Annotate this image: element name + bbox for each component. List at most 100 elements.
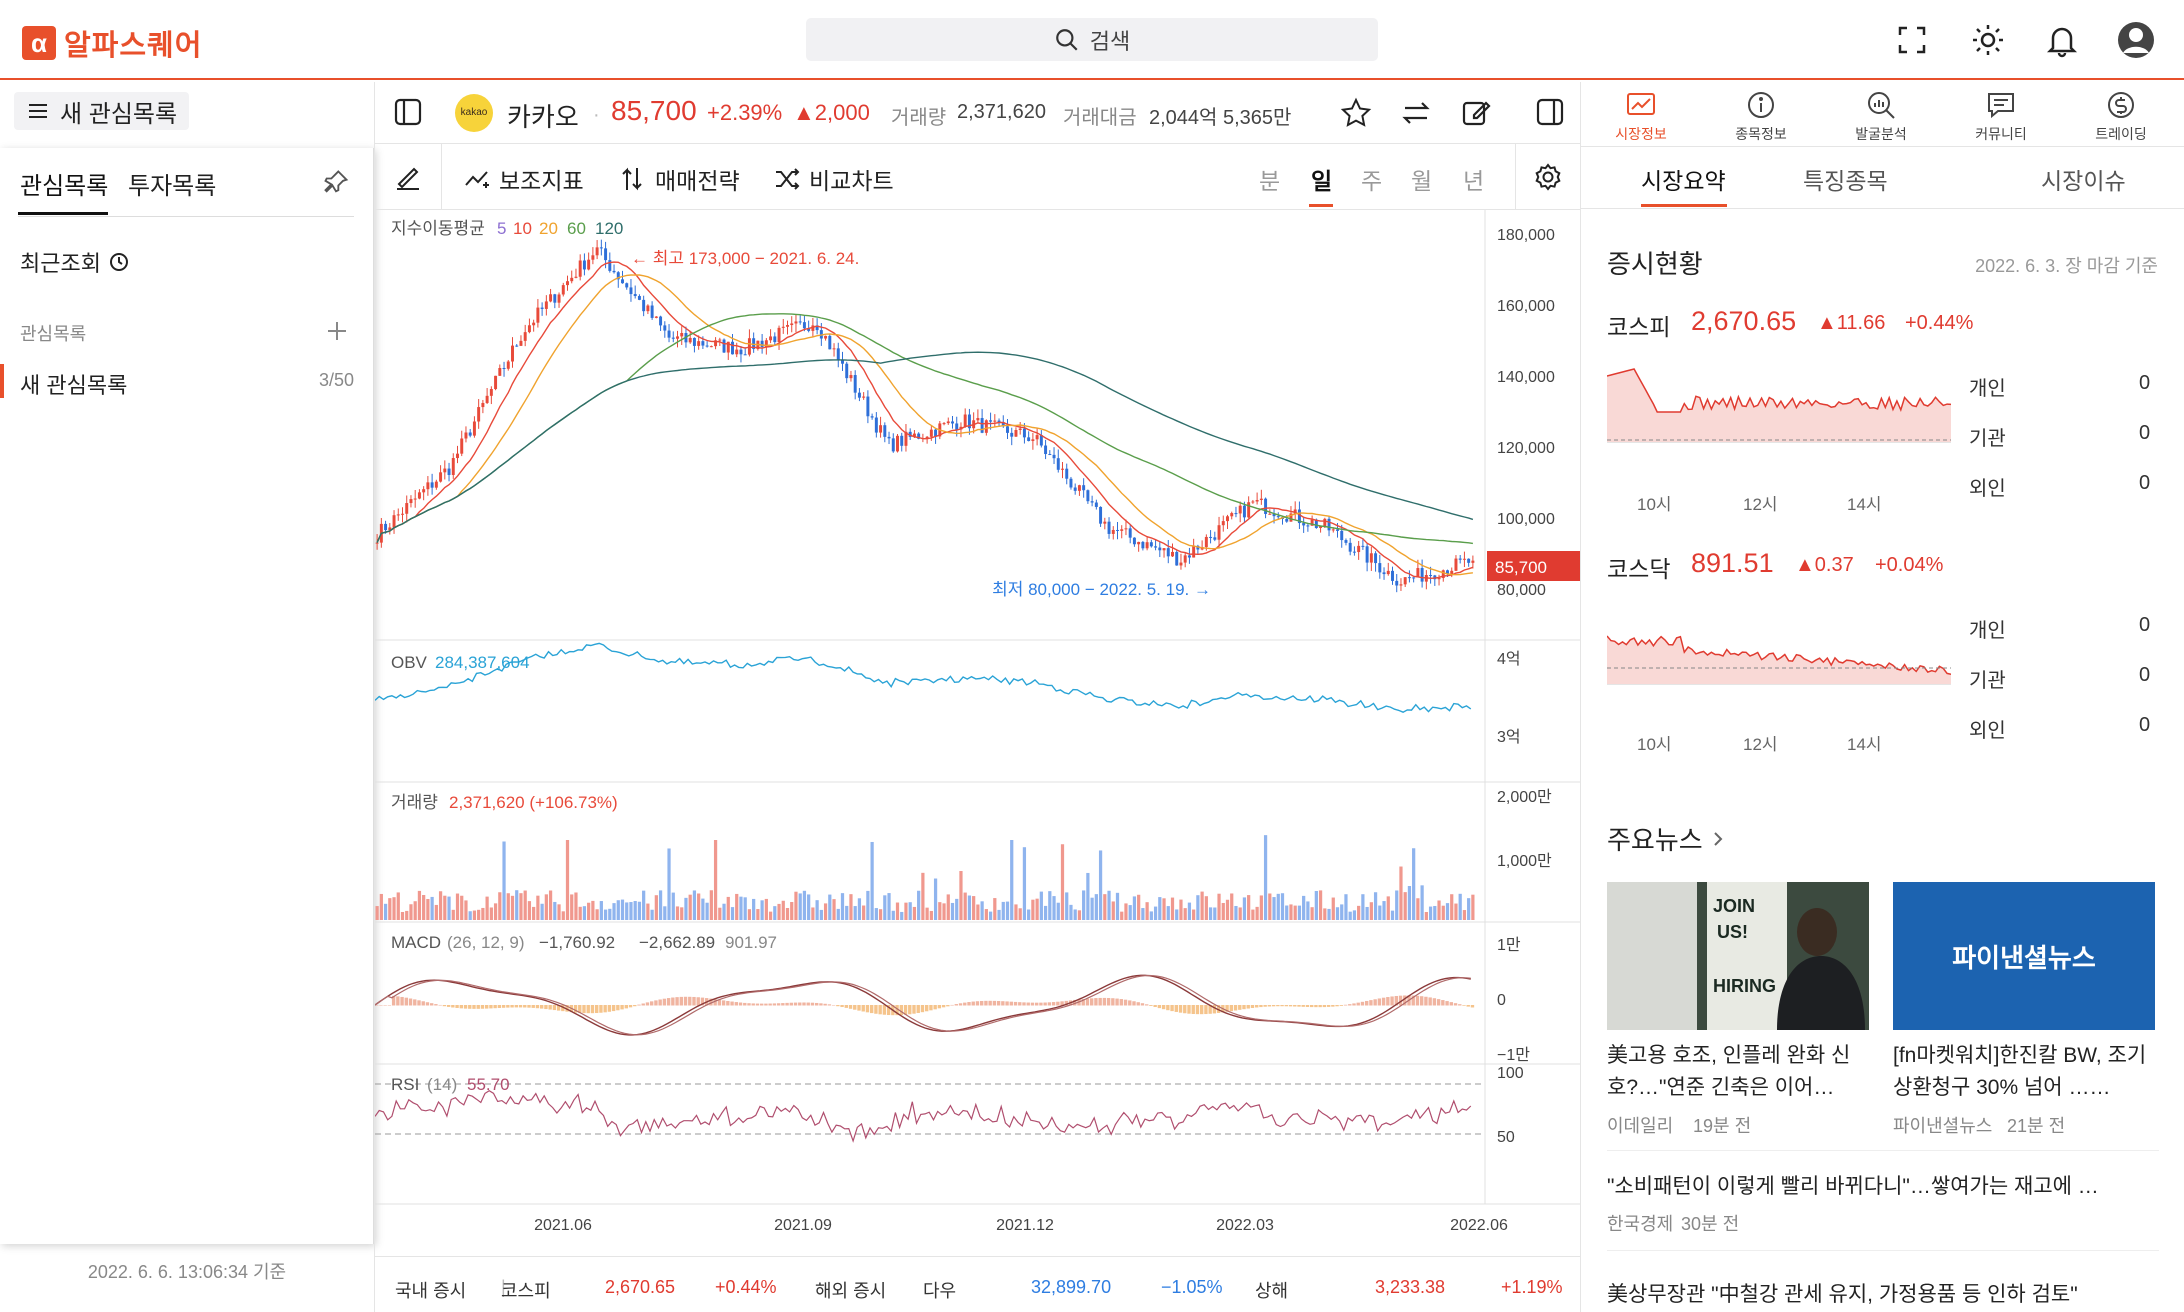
kospi-ticker-name[interactable]: 코스피 <box>501 1281 551 1301</box>
nav-market-info[interactable]: 시장정보 <box>1581 88 1701 144</box>
volume-bar <box>1251 909 1255 920</box>
nav-stock-info[interactable]: 종목정보 <box>1701 88 1821 144</box>
compare-button[interactable]: 비교차트 <box>773 162 894 196</box>
news-thumbnail-photo[interactable]: JOIN US! HIRING <box>1607 882 1869 1030</box>
watchlist-toggle-button[interactable]: 새 관심목록 <box>14 92 190 130</box>
period-year[interactable]: 년 <box>1463 168 1485 194</box>
candle-body <box>1306 525 1310 527</box>
candle-body <box>494 375 498 390</box>
volume-bar <box>1196 895 1200 920</box>
star-icon[interactable] <box>1339 96 1373 130</box>
edit-note-icon[interactable] <box>1459 96 1493 130</box>
candle-body <box>506 361 510 369</box>
candle-body <box>701 341 705 346</box>
macd-histogram-bar <box>501 1005 506 1008</box>
period-month[interactable]: 월 <box>1411 168 1433 194</box>
news-headline[interactable]: 美고용 호조, 인플레 완화 신호?…"연준 긴축은 이어… <box>1607 1044 1851 1099</box>
candle-body <box>845 363 849 379</box>
tab-market-summary[interactable]: 시장요약 <box>1641 168 1726 194</box>
candle-body <box>1255 500 1259 502</box>
period-day[interactable]: 일 <box>1311 168 1333 194</box>
stock-name[interactable]: 카카오 <box>507 102 579 132</box>
volume-bar <box>1344 894 1348 920</box>
news-section-header[interactable]: 주요뉴스 <box>1607 820 1727 857</box>
sidebar-toggle-icon[interactable] <box>393 97 423 127</box>
dow-ticker-name[interactable]: 다우 <box>923 1281 957 1301</box>
tab-underline <box>18 212 108 215</box>
search-input[interactable]: 검색 <box>806 18 1378 61</box>
volume-bar <box>1314 890 1318 920</box>
macd-histogram-bar <box>899 1005 903 1016</box>
app-logo[interactable]: α 알파스퀘어 <box>22 22 202 64</box>
macd-histogram-bar <box>1420 996 1424 1006</box>
fullscreen-icon[interactable] <box>1892 20 1932 60</box>
volume-bar <box>718 907 722 920</box>
volume-bar <box>1145 902 1149 920</box>
macd-histogram-bar <box>950 1004 954 1006</box>
macd-histogram-bar <box>1140 1003 1145 1006</box>
volume-bar <box>637 901 642 920</box>
macd-histogram-bar <box>662 998 667 1006</box>
macd-histogram-bar <box>607 1005 612 1012</box>
volume-bar <box>570 894 574 920</box>
pin-icon[interactable] <box>322 168 350 196</box>
swap-icon[interactable] <box>1399 96 1433 130</box>
bell-icon[interactable] <box>2042 20 2082 60</box>
kosdaq-name[interactable]: 코스닥 <box>1607 556 1671 582</box>
candle-body <box>1073 487 1077 491</box>
volume-bar <box>1200 891 1204 920</box>
tab-featured-stocks[interactable]: 특징종목 <box>1803 168 1888 194</box>
volume-bar <box>1242 897 1247 920</box>
nav-community[interactable]: 커뮤니티 <box>1941 88 2061 144</box>
right-panel-toggle-icon[interactable] <box>1535 97 1565 127</box>
avatar-icon[interactable] <box>2116 20 2156 60</box>
volume-bar <box>375 906 379 920</box>
nav-label: 발굴분석 <box>1855 126 1907 142</box>
kospi-ticker-pct: +0.44% <box>715 1277 777 1297</box>
volume-bar <box>1065 892 1069 920</box>
macd-histogram-bar <box>1441 1000 1445 1006</box>
indicators-button[interactable]: 보조지표 <box>463 162 584 196</box>
theme-sun-icon[interactable] <box>1968 20 2008 60</box>
tab-market-issues[interactable]: 시장이슈 <box>2041 168 2126 194</box>
nav-trading[interactable]: 트레이딩 <box>2061 88 2181 144</box>
nav-discovery[interactable]: 발굴분석 <box>1821 88 1941 144</box>
stock-chart[interactable]: 지수이동평균 5 10 20 60 120 ← 최고 173,000 − 202… <box>375 210 1581 1256</box>
kospi-name[interactable]: 코스피 <box>1607 314 1671 340</box>
volume-bar <box>959 871 963 920</box>
period-week[interactable]: 주 <box>1361 168 1383 194</box>
shanghai-ticker-name[interactable]: 상해 <box>1255 1281 1289 1301</box>
macd-histogram-bar <box>823 1003 827 1006</box>
news-headline[interactable]: "소비패턴이 이렇게 빨리 바뀌다니"…쌓여가는 재고에 … <box>1607 1175 2099 1198</box>
period-minute[interactable]: 분 <box>1259 168 1281 194</box>
volume-bar <box>1348 911 1352 920</box>
macd-histogram-bar <box>815 1002 819 1006</box>
recent-views[interactable]: 최근조회 <box>20 246 129 278</box>
tab-invest-list[interactable]: 투자목록 <box>128 173 217 200</box>
volume-bar <box>798 893 802 920</box>
macd-histogram-bar <box>578 1005 582 1013</box>
macd-histogram-bar <box>624 1005 628 1009</box>
news-headline[interactable]: 美상무장관 "中철강 관세 유지, 가정용품 등 인하 검토" <box>1607 1283 2078 1306</box>
domestic-label: 국내 증시 <box>395 1281 467 1301</box>
volume-bar <box>603 909 608 920</box>
candle-body <box>659 316 663 326</box>
macd-histogram-bar <box>561 1005 565 1012</box>
list-item[interactable]: 새 관심목록 3/50 <box>0 364 374 398</box>
draw-pen-icon[interactable] <box>393 162 423 192</box>
news-thumbnail-logo[interactable]: 파이낸셜뉴스 <box>1893 882 2155 1030</box>
add-icon[interactable] <box>326 320 348 342</box>
chart-area[interactable]: 지수이동평균 5 10 20 60 120 ← 최고 173,000 − 202… <box>374 210 1581 1256</box>
volume-bar <box>502 841 506 920</box>
shanghai-ticker-value: 3,233.38 <box>1375 1277 1446 1297</box>
sparkline-line <box>1607 368 1951 413</box>
volume-bar <box>1094 894 1098 920</box>
settings-gear-icon[interactable] <box>1533 162 1563 192</box>
rsi-label: RSI <box>391 1075 419 1094</box>
news-headline[interactable]: [fn마켓워치]한진칼 BW, 조기상환청구 30% 넘어 …… <box>1893 1044 2147 1099</box>
candle-body <box>1234 513 1238 515</box>
strategy-button[interactable]: 매매전략 <box>619 162 740 196</box>
volume-bar <box>823 903 828 920</box>
chevron-right-icon <box>1713 831 1723 846</box>
tab-watchlist[interactable]: 관심목록 <box>20 173 109 200</box>
